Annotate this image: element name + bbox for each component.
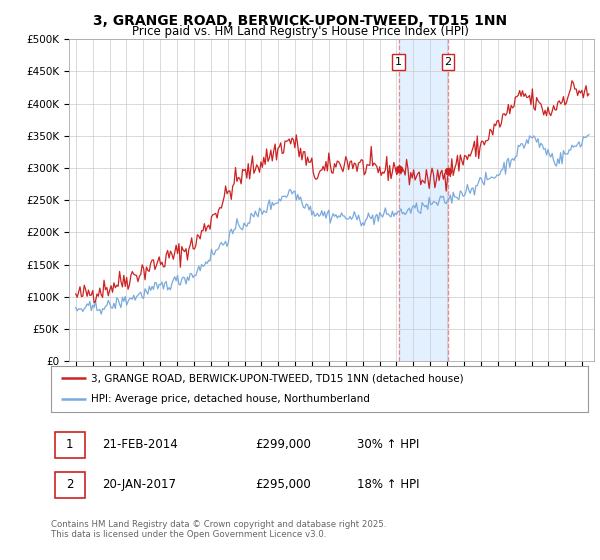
FancyBboxPatch shape <box>55 432 85 458</box>
Text: 20-JAN-2017: 20-JAN-2017 <box>102 478 176 491</box>
Text: £299,000: £299,000 <box>255 438 311 451</box>
Text: 1: 1 <box>395 57 402 67</box>
Text: 3, GRANGE ROAD, BERWICK-UPON-TWEED, TD15 1NN: 3, GRANGE ROAD, BERWICK-UPON-TWEED, TD15… <box>93 14 507 28</box>
Text: 3, GRANGE ROAD, BERWICK-UPON-TWEED, TD15 1NN (detached house): 3, GRANGE ROAD, BERWICK-UPON-TWEED, TD15… <box>91 373 464 383</box>
Bar <box>398 39 448 361</box>
Text: Price paid vs. HM Land Registry's House Price Index (HPI): Price paid vs. HM Land Registry's House … <box>131 25 469 38</box>
Text: 30% ↑ HPI: 30% ↑ HPI <box>357 438 419 451</box>
FancyBboxPatch shape <box>55 472 85 498</box>
Text: 2: 2 <box>66 478 74 491</box>
Text: Contains HM Land Registry data © Crown copyright and database right 2025.
This d: Contains HM Land Registry data © Crown c… <box>51 520 386 539</box>
Text: 18% ↑ HPI: 18% ↑ HPI <box>357 478 419 491</box>
Text: 21-FEB-2014: 21-FEB-2014 <box>102 438 178 451</box>
Text: 1: 1 <box>66 438 74 451</box>
Text: 2: 2 <box>445 57 452 67</box>
Text: £295,000: £295,000 <box>255 478 311 491</box>
Text: HPI: Average price, detached house, Northumberland: HPI: Average price, detached house, Nort… <box>91 394 370 404</box>
